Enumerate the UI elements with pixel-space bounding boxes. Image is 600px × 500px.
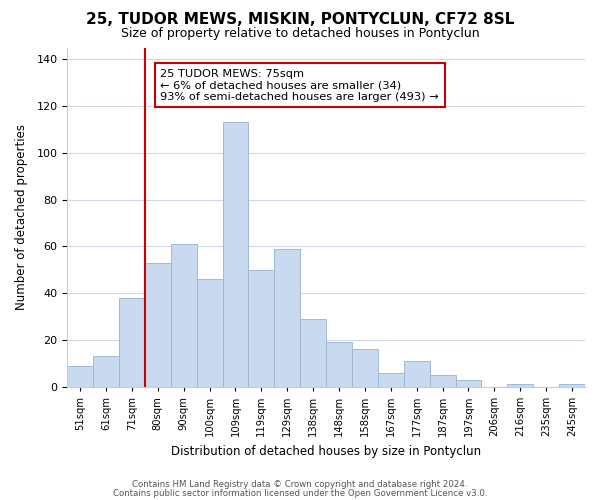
Bar xyxy=(119,298,145,387)
Bar xyxy=(455,380,481,387)
Bar xyxy=(430,375,455,387)
Text: 25 TUDOR MEWS: 75sqm
← 6% of detached houses are smaller (34)
93% of semi-detach: 25 TUDOR MEWS: 75sqm ← 6% of detached ho… xyxy=(160,68,439,102)
X-axis label: Distribution of detached houses by size in Pontyclun: Distribution of detached houses by size … xyxy=(171,444,481,458)
Bar xyxy=(248,270,274,387)
Bar xyxy=(274,248,300,387)
Text: Size of property relative to detached houses in Pontyclun: Size of property relative to detached ho… xyxy=(121,28,479,40)
Bar xyxy=(223,122,248,387)
Text: Contains public sector information licensed under the Open Government Licence v3: Contains public sector information licen… xyxy=(113,488,487,498)
Bar xyxy=(93,356,119,387)
Bar xyxy=(404,361,430,387)
Bar xyxy=(326,342,352,387)
Bar xyxy=(145,263,171,387)
Bar xyxy=(352,350,378,387)
Bar xyxy=(508,384,533,387)
Bar xyxy=(559,384,585,387)
Bar xyxy=(67,366,93,387)
Text: 25, TUDOR MEWS, MISKIN, PONTYCLUN, CF72 8SL: 25, TUDOR MEWS, MISKIN, PONTYCLUN, CF72 … xyxy=(86,12,514,28)
Bar xyxy=(300,319,326,387)
Bar xyxy=(378,372,404,387)
Text: Contains HM Land Registry data © Crown copyright and database right 2024.: Contains HM Land Registry data © Crown c… xyxy=(132,480,468,489)
Y-axis label: Number of detached properties: Number of detached properties xyxy=(15,124,28,310)
Bar xyxy=(171,244,197,387)
Bar xyxy=(197,279,223,387)
